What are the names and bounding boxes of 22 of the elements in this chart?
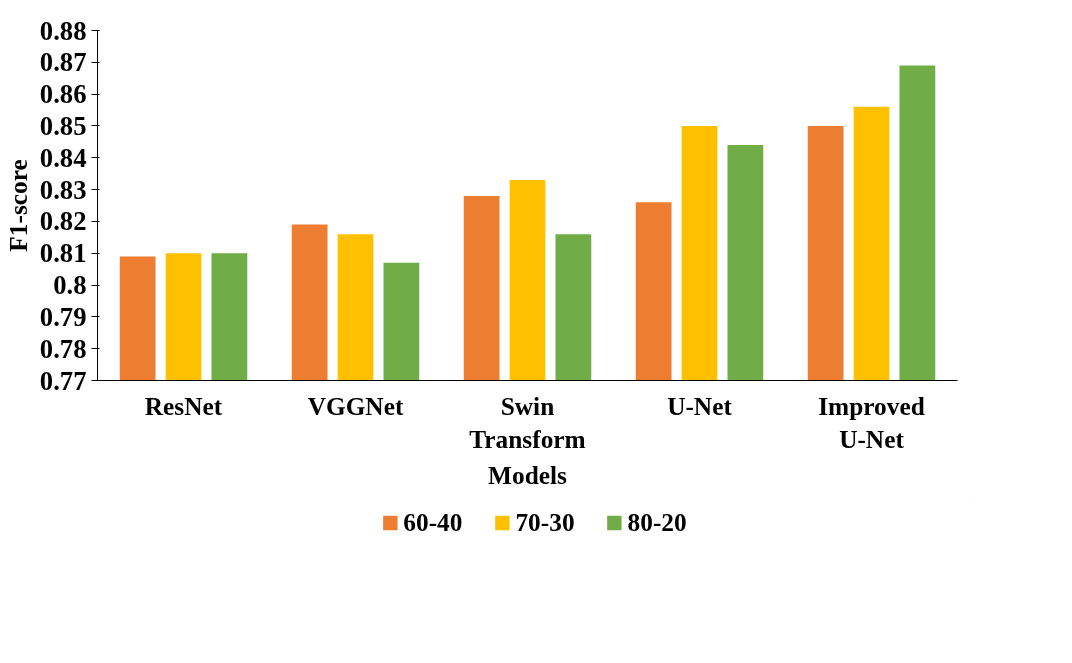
y-tick-label: 0.79: [39, 301, 87, 332]
y-tick-label: 0.85: [39, 110, 87, 141]
x-tick-label: Improved U-Net: [818, 391, 925, 454]
x-tick-label: U-Net: [667, 391, 733, 420]
x-axis-title: Models: [488, 461, 568, 490]
y-tick-label: 0.86: [39, 79, 87, 110]
y-tick-label: 0.8: [53, 270, 87, 301]
y-tick-label: 0.84: [39, 142, 87, 173]
y-tick-label: 0.78: [39, 333, 87, 364]
x-tick-label: VGGNet: [307, 391, 404, 420]
y-tick-label: 0.87: [39, 47, 87, 78]
y-axis-title: F1-score: [3, 159, 32, 252]
legend-label: 60-40: [403, 507, 463, 537]
legend-label: 70-30: [515, 507, 575, 537]
legend-label: 80-20: [627, 507, 687, 537]
x-tick-label: Swin Transform: [469, 391, 586, 454]
y-tick-label: 0.88: [39, 15, 87, 46]
x-tick-label: ResNet: [144, 391, 223, 420]
y-tick-label: 0.83: [39, 174, 87, 205]
y-tick-label: 0.77: [39, 365, 87, 396]
y-tick-label: 0.81: [39, 238, 87, 269]
y-tick-label: 0.82: [39, 206, 87, 237]
